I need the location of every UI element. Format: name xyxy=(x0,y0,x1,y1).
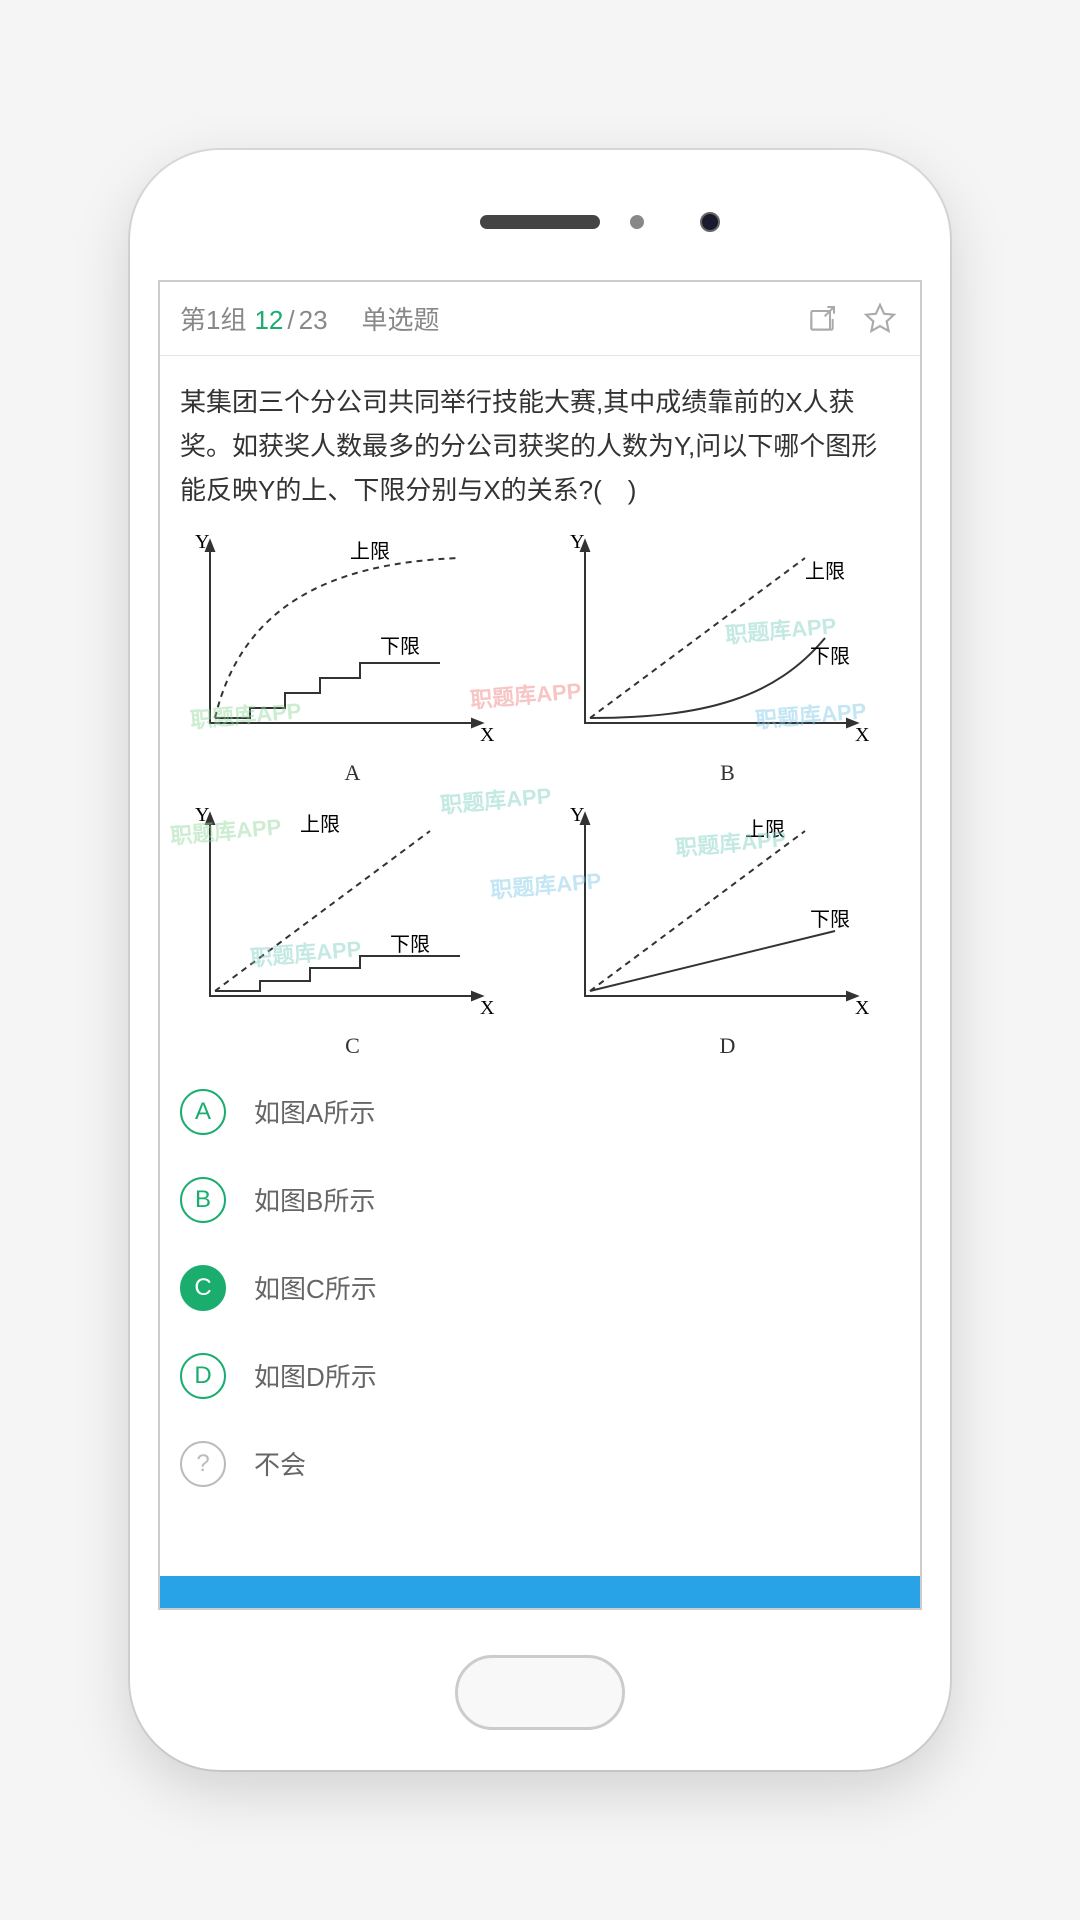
svg-text:下限: 下限 xyxy=(810,645,850,668)
svg-text:Y: Y xyxy=(570,531,584,553)
chart-c-label: C xyxy=(180,1033,525,1059)
group-label: 第1组 xyxy=(180,300,246,337)
question-text: 某集团三个分公司共同举行技能大赛,其中成绩靠前的X人获奖。如获奖人数最多的分公司… xyxy=(180,380,900,513)
question-type: 单选题 xyxy=(362,300,440,337)
svg-text:Y: Y xyxy=(570,804,584,826)
count-current: 12 xyxy=(254,305,283,336)
svg-text:X: X xyxy=(480,997,495,1019)
option-unknown[interactable]: ? 不会 xyxy=(180,1441,900,1487)
content-area[interactable]: 某集团三个分公司共同举行技能大赛,其中成绩靠前的X人获奖。如获奖人数最多的分公司… xyxy=(160,356,920,1576)
svg-text:下限: 下限 xyxy=(380,635,420,658)
option-a[interactable]: A 如图A所示 xyxy=(180,1089,900,1135)
star-icon xyxy=(863,302,897,336)
share-button[interactable] xyxy=(802,299,842,339)
app-screen: 第1组 12 / 23 单选题 某集 xyxy=(158,280,922,1610)
option-circle-unknown: ? xyxy=(180,1441,226,1487)
charts-grid: Y X 上限 下限 职题库APP A xyxy=(180,523,900,1059)
svg-text:X: X xyxy=(855,997,870,1019)
svg-text:X: X xyxy=(480,724,495,746)
phone-camera xyxy=(700,212,720,232)
chart-a-label: A xyxy=(180,760,525,786)
chart-b-label: B xyxy=(555,760,900,786)
option-text-unknown: 不会 xyxy=(254,1445,306,1482)
svg-text:上限: 上限 xyxy=(350,540,390,563)
chart-a: Y X 上限 下限 职题库APP A xyxy=(180,523,525,786)
chart-c: Y X 上限 下限 职题库APP 职题库APP C xyxy=(180,796,525,1059)
svg-text:X: X xyxy=(855,724,870,746)
svg-text:上限: 上限 xyxy=(300,813,340,836)
option-circle-c: C xyxy=(180,1265,226,1311)
svg-text:上限: 上限 xyxy=(745,818,785,841)
svg-text:Y: Y xyxy=(195,804,209,826)
option-d[interactable]: D 如图D所示 xyxy=(180,1353,900,1399)
svg-text:下限: 下限 xyxy=(390,933,430,956)
option-circle-a: A xyxy=(180,1089,226,1135)
count-sep: / xyxy=(287,305,294,336)
count-total: 23 xyxy=(299,305,328,336)
option-circle-b: B xyxy=(180,1177,226,1223)
option-circle-d: D xyxy=(180,1353,226,1399)
header-left: 第1组 12 / 23 单选题 xyxy=(180,300,440,337)
phone-sensor xyxy=(630,215,644,229)
svg-text:上限: 上限 xyxy=(805,560,845,583)
option-text-a: 如图A所示 xyxy=(254,1093,375,1130)
option-text-b: 如图B所示 xyxy=(254,1181,375,1218)
favorite-button[interactable] xyxy=(860,299,900,339)
option-b[interactable]: B 如图B所示 xyxy=(180,1177,900,1223)
phone-speaker xyxy=(480,215,600,229)
chart-b: Y X 上限 下限 职题库APP 职题库APP B xyxy=(555,523,900,786)
option-text-c: 如图C所示 xyxy=(254,1269,377,1306)
chart-d: Y X 上限 下限 职题库APP D xyxy=(555,796,900,1059)
header-bar: 第1组 12 / 23 单选题 xyxy=(160,282,920,356)
share-icon xyxy=(806,303,838,335)
phone-home-button[interactable] xyxy=(455,1655,625,1730)
bottom-bar[interactable] xyxy=(160,1576,920,1608)
svg-text:Y: Y xyxy=(195,531,209,553)
option-text-d: 如图D所示 xyxy=(254,1357,377,1394)
option-c[interactable]: C 如图C所示 xyxy=(180,1265,900,1311)
options-list: A 如图A所示 B 如图B所示 C 如图C所示 D 如图D所示 ? 不会 xyxy=(180,1089,900,1507)
chart-d-label: D xyxy=(555,1033,900,1059)
svg-text:下限: 下限 xyxy=(810,908,850,931)
phone-frame: 第1组 12 / 23 单选题 某集 xyxy=(130,150,950,1770)
